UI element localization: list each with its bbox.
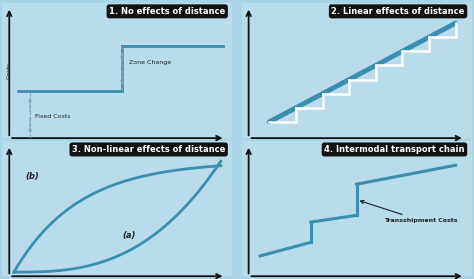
Text: Fixed Costs: Fixed Costs — [35, 114, 70, 119]
Text: 3. Non-linear effects of distance: 3. Non-linear effects of distance — [72, 145, 225, 154]
Text: 4. Intermodal transport chain: 4. Intermodal transport chain — [324, 145, 465, 154]
Text: Transshipment Costs: Transshipment Costs — [361, 200, 458, 223]
Text: Distance: Distance — [103, 145, 131, 150]
Text: Zone Change: Zone Change — [129, 60, 171, 65]
Text: (a): (a) — [122, 231, 135, 240]
Text: 2. Linear effects of distance: 2. Linear effects of distance — [331, 7, 465, 16]
Text: (b): (b) — [26, 172, 39, 181]
Text: Costs: Costs — [7, 62, 12, 79]
Text: 1. No effects of distance: 1. No effects of distance — [109, 7, 225, 16]
